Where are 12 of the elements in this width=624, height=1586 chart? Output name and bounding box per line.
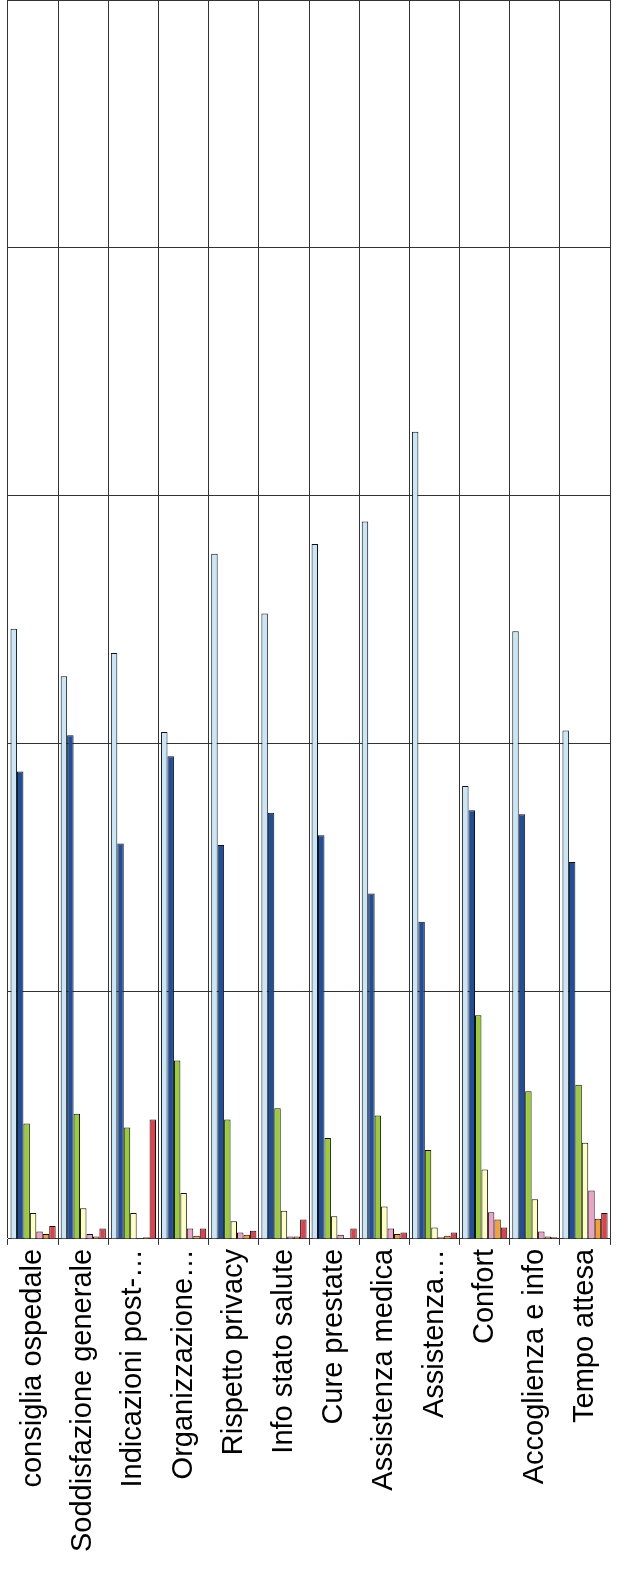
x-tick-label: Tempo attesa [567,1248,600,1423]
x-tick-label: consiglia ospedale [15,1248,48,1488]
x-tick-label: Accoglienza e info [516,1248,549,1485]
x-tick-label: Organizzazione… [165,1248,198,1480]
x-tick-label: Assistenza medica [366,1248,399,1491]
x-tick-label: Indicazioni post-… [115,1248,148,1488]
x-tick-label: Assistenza… [416,1248,449,1419]
x-tick-label: Confort [466,1248,499,1344]
x-tick-label: Cure prestate [316,1248,349,1425]
x-tick-label: Rispetto privacy [215,1248,248,1456]
x-tick-label: Info stato salute [265,1248,298,1454]
x-tick-label: Soddisfazione generale [65,1248,98,1553]
